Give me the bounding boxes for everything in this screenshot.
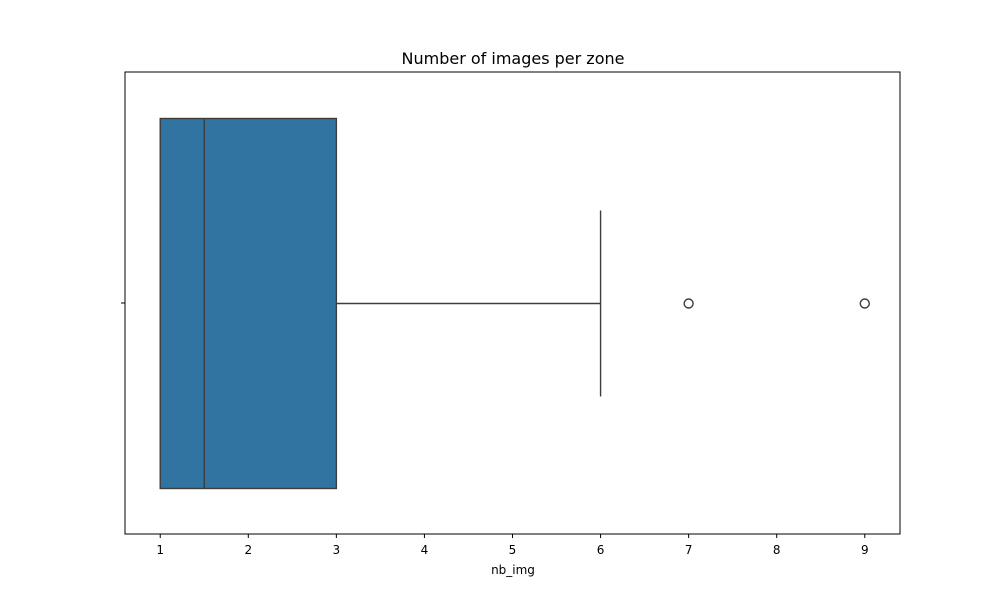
x-axis-label: nb_img <box>491 563 535 577</box>
x-tick-label: 4 <box>421 543 429 557</box>
outlier-point <box>859 298 870 309</box>
box-plot <box>159 117 870 490</box>
x-tick-label: 9 <box>861 543 869 557</box>
x-tick-label: 8 <box>773 543 781 557</box>
outlier-point <box>683 298 694 309</box>
x-axis: 1 2 3 4 5 6 7 8 9 <box>156 534 869 557</box>
x-tick-label: 6 <box>597 543 605 557</box>
x-tick-label: 3 <box>333 543 341 557</box>
chart-title: Number of images per zone <box>402 49 625 68</box>
x-tick-label: 7 <box>685 543 693 557</box>
x-tick-label: 1 <box>156 543 164 557</box>
iqr-box <box>159 117 338 490</box>
x-tick-label: 5 <box>509 543 517 557</box>
x-tick-label: 2 <box>244 543 252 557</box>
